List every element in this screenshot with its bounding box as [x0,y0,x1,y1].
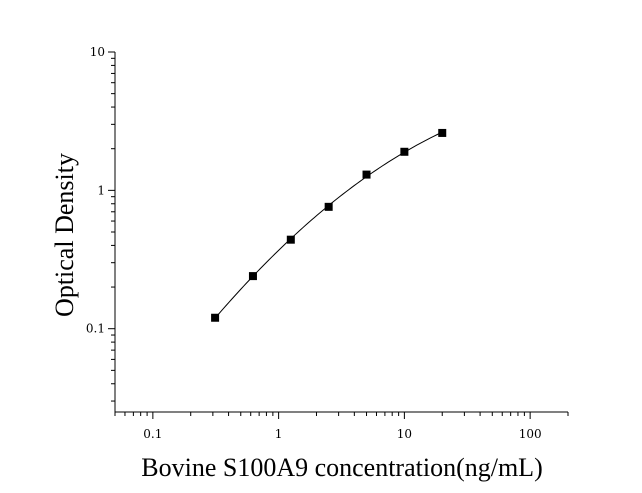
data-point [211,313,220,322]
tick-labels: 0.1 1 10 100 0.1 1 10 [86,45,542,441]
x-tick-label: 1 [275,427,283,441]
x-tick-label: 100 [519,427,542,441]
fit-curve-group [214,131,443,319]
data-point [438,128,447,137]
data-point [400,147,409,156]
y-tick-label: 10 [90,45,105,59]
data-points [211,128,447,322]
fit-curve [214,131,443,319]
axes [108,51,569,419]
data-point [286,235,295,244]
y-tick-label: 1 [97,183,105,197]
y-tick-label: 0.1 [86,322,105,336]
x-axis-title: Bovine S100A9 concentration(ng/mL) [141,453,542,482]
y-axis-title: Optical Density [50,153,79,317]
data-point [248,272,257,281]
data-point [324,202,333,211]
data-point [362,170,371,179]
x-tick-label: 0.1 [143,427,162,441]
x-tick-label: 10 [397,427,412,441]
